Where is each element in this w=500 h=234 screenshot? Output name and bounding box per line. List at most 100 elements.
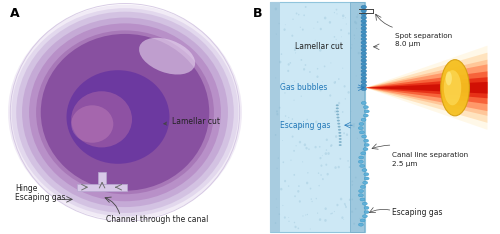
Polygon shape xyxy=(366,60,488,116)
Ellipse shape xyxy=(278,157,279,159)
Ellipse shape xyxy=(358,190,364,193)
Ellipse shape xyxy=(297,190,300,193)
Ellipse shape xyxy=(361,27,366,30)
Ellipse shape xyxy=(342,216,344,219)
Ellipse shape xyxy=(300,95,302,97)
Ellipse shape xyxy=(361,66,366,69)
Ellipse shape xyxy=(334,36,335,38)
Ellipse shape xyxy=(275,134,276,136)
Ellipse shape xyxy=(285,115,286,117)
Ellipse shape xyxy=(8,5,242,220)
Ellipse shape xyxy=(71,105,114,143)
Ellipse shape xyxy=(294,226,296,228)
Ellipse shape xyxy=(361,73,366,76)
Ellipse shape xyxy=(300,59,302,61)
Ellipse shape xyxy=(335,135,338,138)
Ellipse shape xyxy=(294,195,296,197)
Ellipse shape xyxy=(361,30,366,34)
Ellipse shape xyxy=(360,152,366,155)
Ellipse shape xyxy=(361,23,366,26)
Ellipse shape xyxy=(324,219,326,222)
Ellipse shape xyxy=(336,113,339,115)
Ellipse shape xyxy=(282,205,284,206)
Ellipse shape xyxy=(360,198,365,201)
Ellipse shape xyxy=(294,49,296,51)
Ellipse shape xyxy=(338,144,342,146)
Ellipse shape xyxy=(306,147,308,149)
Ellipse shape xyxy=(359,156,364,159)
Ellipse shape xyxy=(322,178,324,180)
Ellipse shape xyxy=(361,44,366,48)
Ellipse shape xyxy=(356,28,357,29)
Ellipse shape xyxy=(302,161,303,162)
Ellipse shape xyxy=(362,215,368,218)
Ellipse shape xyxy=(364,139,368,142)
Ellipse shape xyxy=(285,24,286,25)
Ellipse shape xyxy=(337,120,340,121)
Ellipse shape xyxy=(278,213,280,215)
Ellipse shape xyxy=(357,138,358,139)
Ellipse shape xyxy=(336,9,338,11)
Ellipse shape xyxy=(320,165,322,167)
Ellipse shape xyxy=(334,211,335,212)
Ellipse shape xyxy=(314,129,315,130)
Ellipse shape xyxy=(288,221,290,222)
Ellipse shape xyxy=(354,223,355,225)
Ellipse shape xyxy=(364,173,369,176)
Ellipse shape xyxy=(360,219,365,222)
Ellipse shape xyxy=(359,218,360,219)
Ellipse shape xyxy=(276,113,278,115)
Ellipse shape xyxy=(282,140,283,141)
Ellipse shape xyxy=(293,150,295,152)
Ellipse shape xyxy=(344,203,346,205)
Ellipse shape xyxy=(298,127,300,130)
Ellipse shape xyxy=(334,166,336,169)
Ellipse shape xyxy=(360,131,364,134)
Ellipse shape xyxy=(342,18,344,19)
Ellipse shape xyxy=(340,198,342,200)
Ellipse shape xyxy=(336,104,339,106)
Ellipse shape xyxy=(300,124,302,126)
Ellipse shape xyxy=(22,18,228,207)
Ellipse shape xyxy=(348,166,350,168)
Ellipse shape xyxy=(320,89,322,91)
Ellipse shape xyxy=(310,188,312,190)
Ellipse shape xyxy=(326,164,328,166)
Ellipse shape xyxy=(288,185,290,187)
Ellipse shape xyxy=(329,21,331,24)
Ellipse shape xyxy=(361,101,366,104)
Ellipse shape xyxy=(280,53,282,55)
Ellipse shape xyxy=(361,77,366,80)
Ellipse shape xyxy=(294,81,295,82)
Ellipse shape xyxy=(66,70,170,164)
Ellipse shape xyxy=(139,38,195,74)
Ellipse shape xyxy=(361,41,366,44)
Polygon shape xyxy=(98,172,106,184)
Ellipse shape xyxy=(364,177,369,180)
Ellipse shape xyxy=(274,7,277,10)
Ellipse shape xyxy=(278,23,280,24)
Ellipse shape xyxy=(294,174,295,176)
Ellipse shape xyxy=(361,118,366,121)
Ellipse shape xyxy=(360,164,364,167)
Ellipse shape xyxy=(317,68,318,69)
Ellipse shape xyxy=(362,135,366,138)
Ellipse shape xyxy=(359,122,364,125)
Ellipse shape xyxy=(310,86,312,88)
Ellipse shape xyxy=(320,174,322,176)
Ellipse shape xyxy=(336,44,338,46)
Ellipse shape xyxy=(315,121,318,123)
Ellipse shape xyxy=(322,81,323,82)
Ellipse shape xyxy=(350,111,352,112)
Ellipse shape xyxy=(354,123,355,124)
Ellipse shape xyxy=(288,63,290,66)
Ellipse shape xyxy=(361,5,366,9)
Ellipse shape xyxy=(361,37,366,41)
Ellipse shape xyxy=(294,222,295,223)
Polygon shape xyxy=(366,46,488,130)
Ellipse shape xyxy=(29,23,221,201)
Polygon shape xyxy=(366,53,488,123)
Ellipse shape xyxy=(345,206,347,208)
Ellipse shape xyxy=(361,52,366,55)
Bar xyxy=(270,2,280,232)
